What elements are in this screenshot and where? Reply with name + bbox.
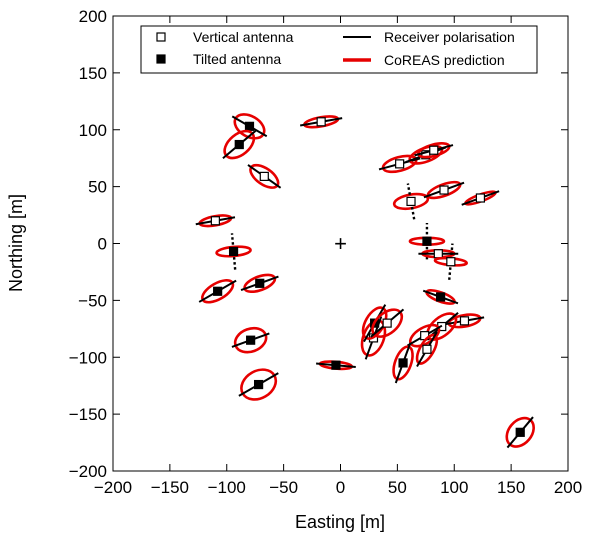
station-tilted <box>215 233 252 270</box>
legend-label-receiver: Receiver polarisation <box>384 29 515 45</box>
x-tick-label: −100 <box>208 478 246 497</box>
x-tick-label: 200 <box>554 478 582 497</box>
tilted-antenna-marker <box>255 278 265 288</box>
station-vertical <box>392 183 430 220</box>
station-vertical <box>444 313 485 329</box>
station-tilted <box>240 273 279 294</box>
station-tilted <box>231 326 270 354</box>
station-tilted <box>422 289 459 305</box>
tilted-antenna-marker <box>436 292 446 302</box>
tilted-antenna-marker <box>515 427 525 437</box>
station-tilted <box>238 368 279 401</box>
vertical-antenna-marker <box>210 216 220 226</box>
vertical-antenna-marker <box>406 196 416 207</box>
station-vertical <box>414 142 454 159</box>
station-vertical <box>195 214 236 228</box>
legend-open-square-marker <box>156 32 166 42</box>
x-tick-label: 150 <box>497 478 525 497</box>
station-tilted <box>505 416 535 449</box>
tilted-antenna-marker <box>244 121 255 131</box>
tilted-antenna-marker <box>234 139 244 150</box>
y-tick-label: −50 <box>78 291 107 310</box>
station-vertical <box>415 331 439 368</box>
station-vertical <box>461 190 500 206</box>
y-tick-label: 150 <box>79 64 107 83</box>
station-vertical <box>370 308 405 338</box>
vertical-antenna-marker <box>382 318 392 328</box>
y-tick-label: −200 <box>69 462 107 481</box>
station-vertical <box>247 163 282 189</box>
tilted-antenna-marker <box>246 335 256 345</box>
y-tick-label: 0 <box>98 235 107 254</box>
vertical-antenna-marker <box>475 193 486 203</box>
tilted-antenna-marker <box>254 379 264 390</box>
ticks-layer: −200 −150 −100 −50 0 50 100 150 200 −200 −150 −100 −… <box>69 7 582 497</box>
vertical-antenna-marker <box>422 344 432 354</box>
station-vertical <box>299 115 343 129</box>
station-tilted <box>392 342 414 384</box>
vertical-antenna-marker <box>395 159 405 169</box>
station-tilted <box>198 279 237 304</box>
legend-label-vertical: Vertical antenna <box>193 29 294 45</box>
vertical-antenna-marker <box>429 145 439 155</box>
station-vertical <box>433 243 469 280</box>
x-tick-label: 100 <box>440 478 468 497</box>
y-tick-label: 100 <box>79 121 107 140</box>
receiver-polarisation-line <box>448 243 454 280</box>
legend-filled-square-marker <box>156 54 166 64</box>
x-axis-label: Easting [m] <box>295 512 385 532</box>
station-tilted <box>231 113 268 140</box>
station-tilted <box>316 360 356 371</box>
y-tick-label: −150 <box>69 405 107 424</box>
x-tick-label: 0 <box>336 478 345 497</box>
vertical-antenna-marker <box>439 185 449 195</box>
tilted-antenna-marker <box>422 236 432 246</box>
core-marker: + <box>334 231 347 256</box>
vertical-antenna-marker <box>433 249 443 259</box>
legend: Vertical antenna Tilted antenna Receiver… <box>140 25 538 74</box>
station-vertical <box>423 180 465 200</box>
station-tilted <box>222 129 257 160</box>
legend-box <box>140 25 538 74</box>
receiver-polarisation-line <box>406 183 416 220</box>
x-tick-label: −150 <box>151 478 189 497</box>
y-tick-label: −100 <box>69 348 107 367</box>
vertical-antenna-marker <box>316 117 326 127</box>
receiver-polarisation-line <box>230 233 237 270</box>
y-tick-label: 200 <box>79 7 107 26</box>
x-tick-label: −50 <box>269 478 298 497</box>
y-axis-label: Northing [m] <box>6 194 26 292</box>
tilted-antenna-marker <box>331 360 341 370</box>
x-tick-label: −200 <box>94 478 132 497</box>
x-tick-label: 50 <box>388 478 407 497</box>
vertical-antenna-marker <box>446 257 456 267</box>
y-tick-label: 50 <box>88 178 107 197</box>
stations-layer <box>195 113 535 449</box>
tilted-antenna-marker <box>213 286 223 296</box>
vertical-antenna-marker <box>259 171 269 181</box>
legend-label-coreas: CoREAS prediction <box>384 52 505 68</box>
legend-label-tilted: Tilted antenna <box>193 51 281 67</box>
tilted-antenna-marker <box>398 358 408 368</box>
tilted-antenna-marker <box>228 246 239 257</box>
vertical-antenna-marker <box>459 316 470 326</box>
